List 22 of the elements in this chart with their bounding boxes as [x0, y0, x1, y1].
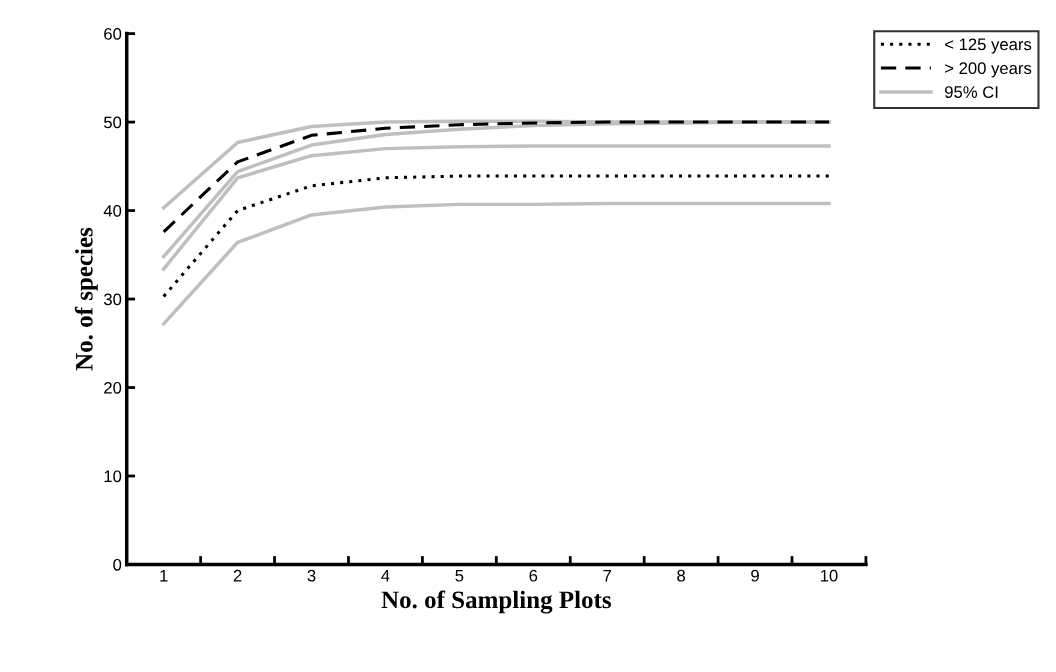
legend-label: > 200 years — [945, 62, 1032, 78]
x-tick-label: 10 — [820, 569, 838, 582]
legend-label: < 125 years — [945, 38, 1032, 54]
x-tick-label: 7 — [603, 569, 611, 582]
legend-label: 95% CI — [945, 86, 998, 98]
y-tick-label: 20 — [104, 381, 122, 394]
x-tick-label: 6 — [529, 569, 538, 582]
y-tick-label: 10 — [104, 470, 122, 483]
x-tick-label: 2 — [233, 569, 242, 582]
x-tick-label: 9 — [751, 569, 759, 582]
y-tick-label: 40 — [103, 204, 122, 217]
x-tick-label: 8 — [677, 569, 686, 582]
x-axis-title: No. of Sampling Plots — [381, 590, 611, 614]
x-tick-label: 4 — [381, 569, 390, 582]
y-tick-label: 0 — [113, 558, 122, 571]
x-tick-label: 1 — [160, 569, 168, 582]
y-tick-label: 30 — [103, 293, 122, 306]
x-tick-label: 3 — [307, 569, 316, 582]
y-tick-label: 50 — [103, 116, 122, 129]
x-tick-label: 5 — [455, 569, 464, 582]
y-tick-label: 60 — [104, 28, 122, 40]
y-axis-title: No. of species — [74, 227, 98, 371]
